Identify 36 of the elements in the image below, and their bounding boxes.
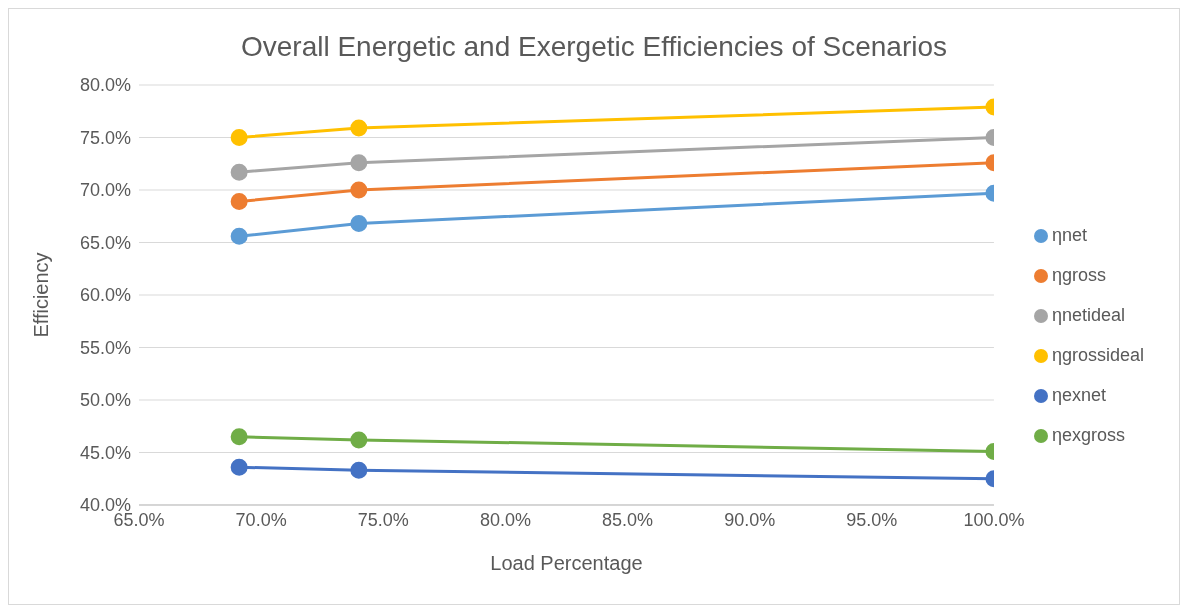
chart-title: Overall Energetic and Exergetic Efficiencies of Scenarios — [239, 31, 949, 64]
point — [230, 163, 248, 181]
point — [230, 428, 248, 446]
legend-label: ηgross — [1051, 265, 1106, 285]
legend-label: ηexgross — [1051, 425, 1125, 445]
y-tick-label: 45.0% — [79, 442, 131, 463]
y-tick-label: 75.0% — [79, 127, 131, 148]
point — [230, 193, 248, 211]
x-axis-title: Load Percentage — [490, 552, 643, 574]
point — [350, 154, 368, 172]
x-tick-label: 70.0% — [235, 509, 287, 530]
x-tick-label: 75.0% — [357, 509, 409, 530]
x-tick-label: 90.0% — [724, 509, 776, 530]
y-tick-label: 50.0% — [79, 390, 131, 411]
y-tick-label: 70.0% — [79, 180, 131, 201]
x-tick-label: 95.0% — [846, 509, 898, 530]
y-tick-label: 65.0% — [79, 232, 131, 253]
point — [350, 461, 368, 479]
legend-label: ηexnet — [1051, 385, 1106, 405]
point — [230, 129, 248, 146]
legend-label: ηnetideal — [1051, 305, 1126, 325]
y-axis-title: Efficiency — [30, 252, 53, 338]
x-tick-label: 85.0% — [602, 509, 654, 530]
y-tick-label: 55.0% — [79, 337, 131, 358]
point — [230, 458, 248, 476]
x-tick-label: 100.0% — [963, 509, 1025, 530]
legend-label: ηnet — [1051, 225, 1087, 245]
point — [350, 431, 368, 449]
y-tick-label: 80.0% — [79, 75, 131, 96]
point — [350, 181, 368, 199]
point — [230, 227, 248, 245]
point — [350, 215, 368, 233]
legend-label: ηgrossideal — [1051, 345, 1144, 365]
y-tick-label: 60.0% — [79, 285, 131, 306]
x-tick-label: 80.0% — [479, 509, 531, 530]
point — [350, 119, 368, 137]
